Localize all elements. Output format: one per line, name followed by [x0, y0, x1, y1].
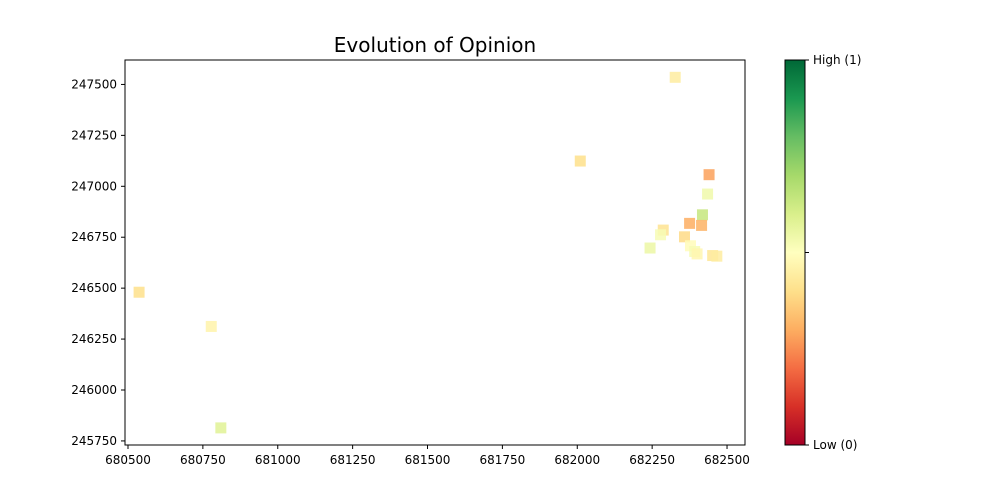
data-point: [696, 209, 708, 221]
y-tick-label: 247500: [71, 77, 117, 91]
data-point: [655, 229, 667, 241]
x-tick-label: 682500: [704, 453, 750, 467]
colorbar-tick-label: Low (0): [813, 438, 857, 452]
colorbar-tick-label: High (1): [813, 53, 861, 67]
data-point: [678, 231, 690, 243]
data-point: [133, 286, 145, 298]
x-tick-label: 680750: [180, 453, 226, 467]
y-axis: 245750 246000 246250 246500 246750 247000 2472…: [71, 77, 125, 448]
data-point: [644, 242, 656, 254]
data-point: [574, 155, 586, 167]
y-tick-label: 247000: [71, 179, 117, 193]
plot-area-frame: [124, 59, 746, 446]
x-tick-label: 681500: [405, 453, 451, 467]
data-point: [711, 250, 723, 262]
x-tick-label: 681250: [330, 453, 376, 467]
x-tick-label: 680500: [105, 453, 151, 467]
data-point: [215, 422, 227, 434]
x-tick-label: 681000: [255, 453, 301, 467]
y-tick-label: 246000: [71, 383, 117, 397]
chart-title: Evolution of Opinion: [334, 33, 536, 57]
colorbar: Low (0) High (1): [784, 53, 861, 452]
y-tick-label: 245750: [71, 434, 117, 448]
y-tick-label: 246750: [71, 230, 117, 244]
data-point: [205, 320, 217, 332]
y-tick-label: 247250: [71, 128, 117, 142]
x-axis: 680500 680750 681000 681250 681500 681750 6820…: [105, 445, 750, 467]
x-tick-label: 682250: [629, 453, 675, 467]
data-point: [669, 71, 681, 83]
y-tick-label: 246250: [71, 332, 117, 346]
data-point: [702, 188, 714, 200]
data-point: [684, 217, 696, 229]
colorbar-gradient: [785, 60, 805, 445]
y-tick-label: 246500: [71, 281, 117, 295]
data-point: [691, 248, 703, 260]
data-point: [684, 240, 696, 252]
x-tick-label: 682000: [554, 453, 600, 467]
colorbar-ticks: Low (0) High (1): [805, 53, 861, 452]
x-tick-label: 681750: [479, 453, 525, 467]
data-point: [703, 169, 715, 181]
data-point: [696, 219, 708, 231]
data-points: [133, 71, 723, 434]
